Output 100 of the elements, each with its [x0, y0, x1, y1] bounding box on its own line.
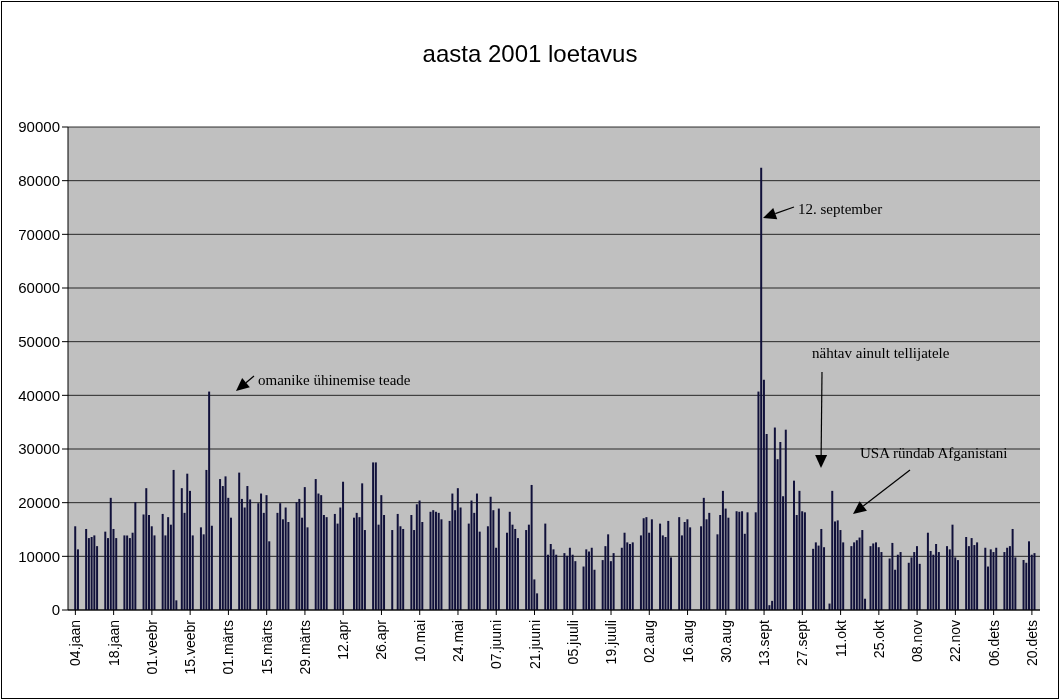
- bar: [410, 515, 413, 610]
- x-tick-label: 18.jaan: [105, 620, 122, 666]
- x-tick-label: 21.juuni: [526, 620, 543, 670]
- bar: [995, 547, 998, 610]
- bar: [976, 542, 979, 610]
- bar: [779, 442, 782, 610]
- bar: [104, 531, 107, 610]
- y-tick-label: 60000: [18, 279, 60, 297]
- bar: [678, 517, 681, 610]
- y-tick-label: 0: [51, 601, 60, 619]
- x-tick-label: 27.sept: [794, 619, 811, 666]
- bar: [1028, 541, 1031, 610]
- bar: [295, 502, 298, 610]
- bar: [508, 511, 511, 610]
- bar: [984, 547, 987, 610]
- bar: [956, 560, 959, 610]
- bar: [1011, 528, 1014, 610]
- bar: [85, 528, 88, 610]
- bar: [109, 497, 112, 610]
- x-tick-label: 19.juuli: [603, 620, 620, 665]
- bar: [544, 523, 547, 610]
- bar: [1022, 560, 1025, 610]
- x-tick-label: 02.aug: [641, 620, 658, 663]
- bar: [429, 511, 432, 610]
- bar: [325, 517, 328, 610]
- bar: [760, 167, 763, 610]
- bar: [1033, 553, 1036, 610]
- bar: [667, 520, 670, 610]
- bar: [380, 495, 383, 610]
- bar: [279, 503, 282, 610]
- bar: [224, 476, 227, 610]
- bar: [402, 528, 405, 610]
- bar: [798, 490, 801, 610]
- x-tick-label: 13.sept: [756, 619, 773, 666]
- bar: [850, 546, 853, 610]
- y-tick-label: 20000: [18, 493, 60, 511]
- bar: [298, 498, 301, 610]
- x-tick-label: 15.veebr: [182, 619, 199, 675]
- bar: [992, 552, 995, 610]
- x-tick-label: 01.veebr: [143, 619, 160, 675]
- x-tick-label: 10.mai: [411, 620, 428, 663]
- bar: [199, 527, 202, 610]
- bar: [489, 496, 492, 610]
- bar: [391, 530, 394, 610]
- bar: [814, 542, 817, 610]
- bar: [951, 524, 954, 610]
- x-tick-label: 24.mai: [449, 620, 466, 663]
- bar: [352, 517, 355, 610]
- bar: [219, 479, 222, 610]
- x-tick-label: 25.okt: [870, 619, 887, 659]
- x-tick-label: 05.juuli: [564, 620, 581, 665]
- bar: [686, 519, 689, 610]
- x-tick-label: 07.juuni: [488, 620, 505, 670]
- bar: [134, 502, 137, 610]
- bar: [861, 530, 864, 610]
- bar: [612, 553, 615, 610]
- x-tick-label: 04.jaan: [67, 620, 84, 666]
- bar: [530, 484, 533, 610]
- bar: [650, 519, 653, 610]
- bar: [246, 486, 249, 610]
- x-tick-label: 29.märts: [296, 620, 313, 675]
- x-tick-label: 06.dets: [985, 620, 1002, 666]
- bar: [549, 543, 552, 610]
- bar: [738, 511, 741, 610]
- bar: [415, 504, 418, 610]
- y-tick-label: 50000: [18, 332, 60, 350]
- bar: [497, 508, 500, 610]
- bar: [891, 542, 894, 610]
- bar: [915, 546, 918, 610]
- bar: [303, 487, 306, 610]
- x-tick-label: 22.nov: [947, 620, 964, 663]
- bar: [355, 512, 358, 610]
- bar: [965, 537, 968, 610]
- bar: [514, 528, 517, 610]
- bar: [93, 535, 96, 610]
- bar: [721, 490, 724, 610]
- bar: [396, 513, 399, 610]
- bar: [896, 554, 899, 610]
- x-tick-label: 11.okt: [832, 619, 849, 658]
- y-tick-label: 40000: [18, 386, 60, 404]
- bar: [238, 472, 241, 610]
- bar: [836, 520, 839, 610]
- bar: [970, 538, 973, 610]
- bar: [784, 429, 787, 610]
- bar: [172, 469, 175, 610]
- bar: [588, 551, 591, 610]
- bar: [708, 512, 711, 610]
- bar: [451, 493, 454, 610]
- bar: [180, 488, 183, 610]
- y-tick-label: 80000: [18, 171, 60, 189]
- bar: [320, 495, 323, 610]
- annotation: USA ründab Afganistani: [860, 445, 1008, 461]
- y-tick-label: 70000: [18, 225, 60, 243]
- bar: [145, 488, 148, 610]
- bar: [342, 481, 345, 610]
- y-tick-label: 30000: [18, 440, 60, 458]
- bar: [437, 512, 440, 610]
- bar: [607, 534, 610, 610]
- bar: [74, 526, 77, 610]
- y-tick-label: 10000: [18, 547, 60, 565]
